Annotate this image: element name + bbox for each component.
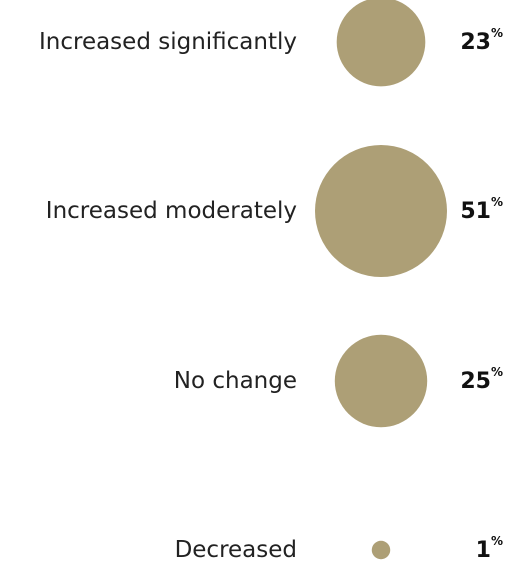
bubble: [315, 145, 447, 277]
category-label: Increased moderately: [46, 198, 297, 224]
value-unit: %: [491, 534, 503, 548]
bubble-row: Increased significantly 23%: [39, 0, 503, 87]
value-label: 1%: [476, 534, 503, 563]
bubble: [334, 334, 428, 428]
value-unit: %: [491, 26, 503, 40]
value-number: 51: [460, 199, 491, 224]
value-number: 1: [476, 538, 491, 563]
bubble-row: Decreased 1%: [175, 534, 503, 563]
category-label: Decreased: [175, 537, 297, 563]
value-number: 23: [460, 30, 491, 55]
bubble-row: Increased moderately 51%: [46, 145, 503, 277]
value-number: 25: [460, 369, 491, 394]
value-label: 25%: [460, 365, 503, 394]
value-label: 23%: [460, 26, 503, 55]
bubble: [336, 0, 426, 87]
bubble: [371, 540, 391, 560]
value-unit: %: [491, 195, 503, 209]
bubble-row: No change 25%: [174, 334, 503, 428]
value-label: 51%: [460, 195, 503, 224]
category-label: No change: [174, 368, 297, 394]
value-unit: %: [491, 365, 503, 379]
category-label: Increased significantly: [39, 29, 297, 55]
